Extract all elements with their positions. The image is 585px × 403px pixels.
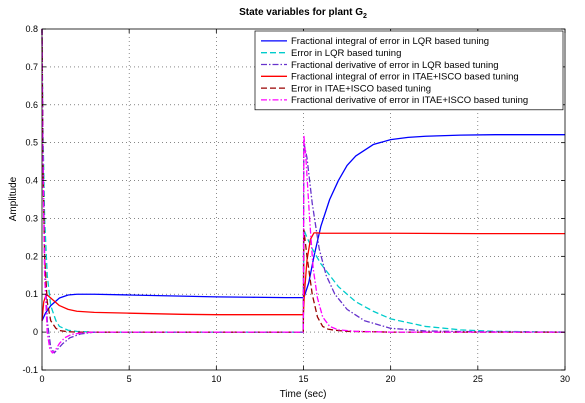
y-tick-label: 0.7	[25, 62, 38, 72]
series-layer	[41, 28, 566, 354]
series-line-1	[41, 134, 565, 322]
legend-entry-label: Error in LQR based tuning	[291, 48, 401, 59]
y-tick-label: 0.6	[25, 100, 38, 110]
y-tick-label: 0.8	[25, 24, 38, 34]
x-tick-label: 15	[298, 374, 308, 384]
chart-title-subscript: 2	[363, 13, 367, 20]
x-tick-label: 30	[560, 374, 570, 384]
x-axis-label: Time (sec)	[280, 389, 327, 400]
legend-entry-label: Fractional integral of error in ITAE+ISC…	[291, 72, 519, 83]
legend-entry-label: Fractional derivative of error in ITAE+I…	[291, 95, 528, 106]
legend-entry-label: Fractional derivative of error in LQR ba…	[291, 60, 499, 71]
series-line-3	[41, 28, 566, 354]
y-tick-label: 0.1	[25, 289, 38, 299]
legend-box	[254, 30, 564, 111]
y-tick-label: 0.2	[25, 251, 38, 261]
x-tick-label: 25	[473, 374, 483, 384]
y-tick-label: 0.5	[25, 138, 38, 148]
chart-title: State variables for plant G2	[239, 7, 367, 20]
chart-title-main: State variables for plant G	[239, 7, 363, 18]
legend: Fractional integral of error in LQR base…	[254, 30, 564, 111]
y-tick-label: 0	[33, 327, 38, 337]
y-tick-label: 0.3	[25, 213, 38, 223]
y-tick-label: 0.4	[25, 176, 38, 186]
y-tick-label: -0.1	[22, 365, 38, 375]
x-tick-label: 5	[127, 374, 132, 384]
series-line-4	[41, 232, 565, 321]
y-axis-label: Amplitude	[8, 176, 19, 221]
x-tick-label: 20	[386, 374, 396, 384]
legend-entry-label: Fractional integral of error in LQR base…	[291, 36, 489, 47]
x-tick-label: 10	[211, 374, 221, 384]
legend-entry-label: Error in ITAE+ISCO based tuning	[291, 83, 431, 94]
x-tick-label: 0	[39, 374, 44, 384]
